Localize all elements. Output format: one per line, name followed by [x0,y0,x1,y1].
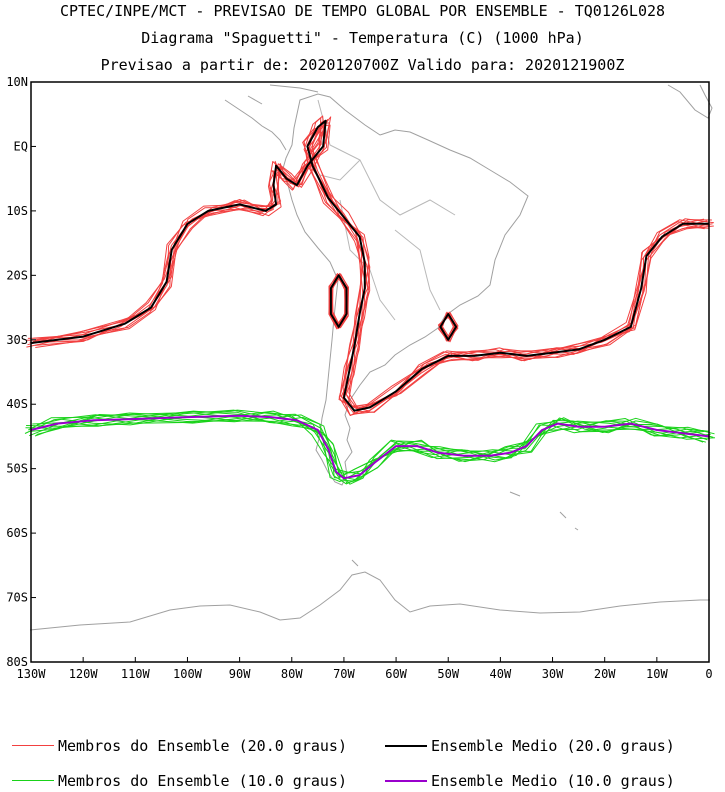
header-title-line2: Diagrama "Spaguetti" - Temperatura (C) (… [141,29,584,47]
y-tick-label: 30S [6,333,28,347]
y-tick-label: 80S [6,655,28,669]
x-tick-label: 110W [121,667,151,681]
map-plot: 10N EQ 10S 20S 30S 40S 50S 60S 70S 80S 130W 120W 11… [6,75,716,681]
y-tick-label: 50S [6,462,28,476]
legend-label-mean-20: Ensemble Medio (20.0 graus) [431,737,675,755]
mean-10-contour [30,414,710,480]
y-tick-label: 40S [6,397,28,411]
member-20-contour [35,123,706,409]
member-20-contour [27,119,714,408]
legend-label-members-20: Membros do Ensemble (20.0 graus) [58,737,347,755]
y-tick-label: EQ [14,139,28,153]
y-tick-label: 70S [6,591,28,605]
header-title-line1: CPTEC/INPE/MCT - PREVISAO DE TEMPO GLOBA… [59,2,666,20]
legend-swatch-members-10 [12,780,54,781]
x-tick-label: 60W [385,667,407,681]
x-tick-label: 100W [173,667,203,681]
x-tick-label: 0 [705,667,712,681]
y-tick-label: 10N [6,75,28,89]
africa-coastline [667,84,713,119]
south-america-coastline [281,93,529,486]
legend-members-10: Membros do Ensemble (10.0 graus) [12,772,347,790]
x-tick-label: 90W [229,667,251,681]
legend-swatch-mean-20 [385,744,427,747]
member-20-contour [27,124,710,413]
legend-mean-20: Ensemble Medio (20.0 graus) [385,737,675,755]
legend-members-20: Membros do Ensemble (20.0 graus) [12,737,347,755]
member-10-contour [36,412,715,483]
legend-label-mean-10: Ensemble Medio (10.0 graus) [431,772,675,790]
member-20-contour [34,117,708,416]
members-10-layer [24,409,716,485]
legend-label-members-10: Membros do Ensemble (10.0 graus) [58,772,347,790]
y-tick-label: 10S [6,204,28,218]
mean-20-loop [439,313,458,341]
x-tick-label: 70W [333,667,355,681]
member-20-contour [26,116,712,410]
members-20-layer [26,115,714,416]
header-title-line3: Previsao a partir de: 2020120700Z Valido… [100,56,625,74]
antarctica-coastline [29,571,710,631]
mean-10-layer [30,414,710,480]
member-10-contour [26,411,705,484]
axis-ticks [30,81,710,663]
x-tick-label: 20W [594,667,616,681]
member-20-loop [328,272,349,330]
x-tick-label: 10W [646,667,668,681]
x-tick-label: 80W [281,667,303,681]
legend-swatch-members-20 [12,745,54,746]
x-tick-label: 130W [17,667,47,681]
y-tick-label: 60S [6,526,28,540]
x-tick-label: 30W [542,667,564,681]
map-frame [30,81,710,663]
legend-swatch-mean-10 [385,779,427,782]
member-10-contour [28,410,707,475]
mean-20-loop [329,274,348,328]
mean-20-layer [30,119,709,412]
mean-20-contour [30,119,709,412]
legend-mean-10: Ensemble Medio (10.0 graus) [385,772,675,790]
y-axis-labels: 10N EQ 10S 20S 30S 40S 50S 60S 70S 80S [6,75,28,669]
member-20-contour [32,122,710,407]
coastline-layer [29,84,713,631]
islands-coastline [351,491,579,567]
x-axis-labels: 130W 120W 110W 100W 90W 80W 70W 60W 50W 40W 30W 20W… [17,667,713,681]
x-tick-label: 50W [437,667,459,681]
y-tick-label: 20S [6,268,28,282]
member-10-contour [34,413,714,479]
x-tick-label: 40W [490,667,512,681]
central-america-coastline [224,84,319,151]
x-tick-label: 120W [69,667,99,681]
